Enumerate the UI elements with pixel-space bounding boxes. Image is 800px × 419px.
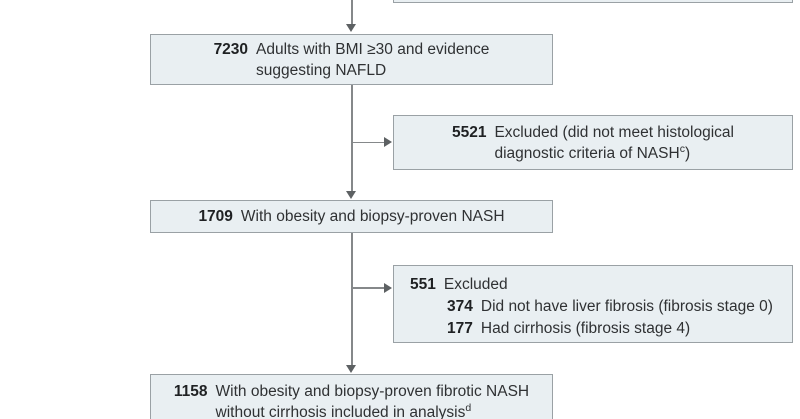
footnote-superscript-c: c xyxy=(679,142,685,155)
branch-line-excluded1 xyxy=(352,141,384,143)
excluded-fibrosis-label: Excluded xyxy=(443,276,508,293)
excluded-fibrosis-main-row: 551 Excluded xyxy=(410,274,782,296)
excluded-fibrosis-item-row: 177 Had cirrhosis (fibrosis stage 4) xyxy=(447,318,782,340)
no-fibrosis-text: Did not have liver fibrosis (fibrosis st… xyxy=(480,298,773,315)
arrow-down-icon xyxy=(346,191,356,199)
no-fibrosis-count: 374 xyxy=(447,298,473,315)
partial-box-top xyxy=(393,0,793,3)
arrow-down-icon xyxy=(346,24,356,32)
biopsy-nash-text: With obesity and biopsy-proven NASH xyxy=(240,208,505,225)
excluded-histology-text: Excluded (did not meet histological diagn… xyxy=(494,122,734,164)
box-biopsy-nash: 1709 With obesity and biopsy-proven NASH xyxy=(150,200,553,233)
box-excluded-histology: 5521 Excluded (did not meet histological… xyxy=(393,115,793,170)
arrow-right-icon xyxy=(383,137,392,147)
excluded-histology-line1: Excluded (did not meet histological xyxy=(494,123,734,141)
enrollment-line2: suggesting NAFLD xyxy=(256,61,387,79)
box-final-analysis: 1158 With obesity and biopsy-proven fibr… xyxy=(150,374,553,419)
excluded-histology-count: 5521 xyxy=(451,123,487,141)
excluded-fibrosis-item-row: 374 Did not have liver fibrosis (fibrosi… xyxy=(447,296,782,318)
enrollment-count: 7230 xyxy=(213,40,249,58)
box-excluded-fibrosis: 551 Excluded 374 Did not have liver fibr… xyxy=(393,265,793,343)
enrollment-line1: Adults with BMI ≥30 and evidence xyxy=(256,40,490,58)
connector-line-top xyxy=(351,0,353,25)
final-analysis-line1: With obesity and biopsy-proven fibrotic … xyxy=(215,383,530,400)
box-enrollment: 7230 Adults with BMI ≥30 and evidence sug… xyxy=(150,34,553,85)
biopsy-nash-count: 1709 xyxy=(198,208,233,225)
branch-line-excluded2 xyxy=(352,287,384,289)
excluded-histology-line2: diagnostic criteria of NASH xyxy=(494,144,680,162)
excluded-fibrosis-count: 551 xyxy=(410,276,436,293)
final-analysis-line2: without cirrhosis included in analysis xyxy=(215,404,466,419)
enrollment-text: Adults with BMI ≥30 and evidence suggesti… xyxy=(256,39,489,81)
connector-line-mid2 xyxy=(351,233,353,365)
arrow-right-icon xyxy=(383,282,392,293)
final-analysis-text: With obesity and biopsy-proven fibrotic … xyxy=(216,381,530,419)
footnote-superscript-d: d xyxy=(465,401,472,414)
cirrhosis-text: Had cirrhosis (fibrosis stage 4) xyxy=(480,320,691,337)
excluded-histology-tail: ) xyxy=(684,144,691,162)
connector-line-mid1 xyxy=(351,85,353,191)
arrow-down-icon xyxy=(346,365,356,373)
cirrhosis-count: 177 xyxy=(447,320,473,337)
final-analysis-count: 1158 xyxy=(173,383,208,400)
